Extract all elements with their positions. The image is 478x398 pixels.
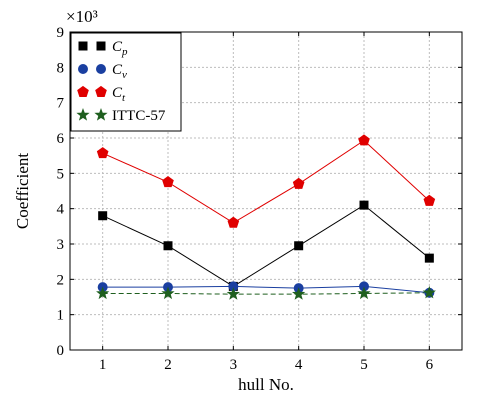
y-tick-label: 7: [57, 96, 65, 112]
data-point-ittc-57: [357, 286, 371, 300]
legend-marker-ittc-57: [76, 108, 90, 121]
x-tick-label: 6: [426, 357, 434, 373]
legend-marker-ct: [95, 85, 107, 97]
x-tick-label: 2: [164, 357, 172, 373]
y-tick-label: 0: [57, 343, 65, 359]
legend-marker-cp: [96, 41, 106, 51]
y-tick-label: 3: [57, 237, 65, 253]
y-tick-label: 2: [57, 272, 65, 288]
data-point-ct: [423, 194, 436, 206]
data-point-ct: [292, 177, 305, 189]
series-line-ittc-57: [102, 292, 430, 295]
series-line-ct: [102, 139, 430, 224]
data-point-ittc-57: [292, 287, 306, 300]
data-point-cp: [294, 241, 304, 251]
x-tick-label: 3: [230, 357, 238, 373]
legend-marker-cv: [78, 64, 88, 74]
legend-marker-ct: [77, 85, 89, 97]
data-point-ittc-57: [422, 285, 436, 299]
data-point-ittc-57: [161, 286, 175, 300]
y-tick-labels: 0 1 2 3 4 5 6 7 8 9: [57, 25, 65, 359]
data-point-cp: [163, 241, 173, 251]
data-point-cp: [424, 253, 434, 263]
series-line-cp: [102, 204, 430, 287]
y-tick-label: 1: [57, 308, 65, 324]
data-point-cp: [359, 200, 369, 210]
y-tick-label: 5: [57, 166, 65, 182]
scale-label: ×10³: [66, 7, 98, 26]
data-point-ct: [96, 147, 109, 159]
legend-marker-cv: [96, 64, 106, 74]
x-tick-label: 5: [360, 357, 368, 373]
legend-label-ittc-57: ITTC-57: [112, 108, 166, 124]
y-tick-label: 9: [57, 25, 65, 41]
legend-marker-ittc-57: [94, 108, 108, 121]
series-line-cv: [102, 285, 430, 294]
legend-marker-cp: [78, 41, 88, 51]
series-lines: [102, 139, 430, 295]
data-point-ct: [162, 176, 174, 188]
x-axis-title: hull No.: [238, 375, 294, 394]
legend-box: [70, 32, 182, 132]
x-tick-labels: 1 2 3 4 5 6: [99, 357, 434, 373]
data-point-cp: [98, 211, 108, 221]
data-point-ittc-57: [226, 287, 240, 300]
y-tick-label: 4: [57, 202, 65, 218]
x-tick-label: 1: [99, 357, 107, 373]
x-tick-label: 4: [295, 357, 303, 373]
y-tick-label: 8: [57, 60, 65, 76]
data-point-ct: [358, 134, 370, 146]
data-point-ct: [227, 216, 240, 228]
y-axis-title: Coefficient: [13, 153, 32, 229]
y-tick-label: 6: [57, 131, 65, 147]
data-point-ittc-57: [96, 286, 110, 300]
series-markers: [96, 134, 436, 300]
plot-frame: [69, 31, 463, 351]
